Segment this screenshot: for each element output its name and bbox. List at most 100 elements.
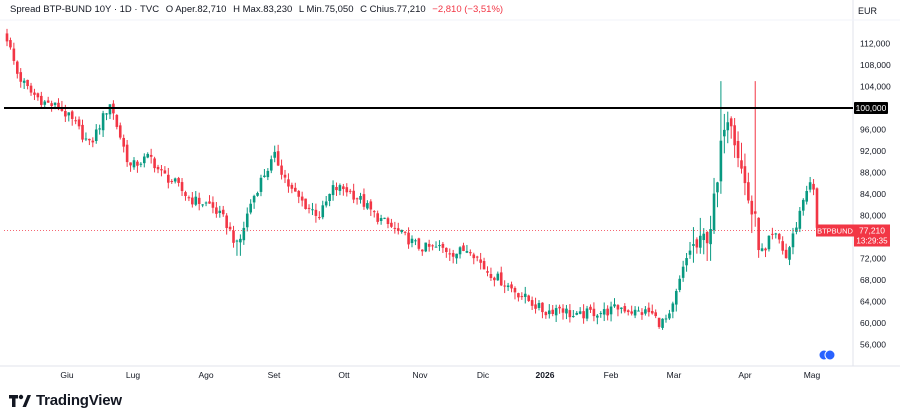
candle-body bbox=[609, 306, 613, 315]
candle-body bbox=[530, 300, 534, 306]
candle-body bbox=[22, 80, 26, 83]
candle-body bbox=[287, 179, 290, 187]
candle-body bbox=[674, 290, 678, 305]
candle-body bbox=[534, 304, 537, 309]
candle-body bbox=[67, 112, 71, 116]
candle-body bbox=[585, 308, 589, 319]
candle-body bbox=[764, 248, 767, 251]
candle-body bbox=[180, 182, 184, 192]
candle-body bbox=[118, 125, 122, 138]
candle-body bbox=[19, 72, 23, 82]
candle-body bbox=[29, 85, 33, 93]
y-tick-label: 92,000 bbox=[860, 146, 886, 156]
candle-body bbox=[578, 311, 582, 314]
candle-body bbox=[719, 140, 723, 182]
candle-body bbox=[455, 253, 458, 259]
candle-body bbox=[304, 198, 307, 210]
y-tick-label: 60,000 bbox=[860, 318, 886, 328]
open-value: Aper.82,710 bbox=[175, 4, 227, 15]
candle-body bbox=[108, 104, 112, 115]
candle-body bbox=[211, 202, 215, 208]
candle-body bbox=[345, 187, 349, 193]
candle-body bbox=[184, 192, 187, 197]
candle-body bbox=[517, 293, 520, 298]
candle-body bbox=[379, 218, 383, 221]
low-value: Min.75,050 bbox=[306, 4, 354, 15]
x-tick-label: Ago bbox=[198, 370, 213, 380]
last-price-label: 77,210 bbox=[859, 225, 885, 235]
close-value: Chius.77,210 bbox=[369, 4, 426, 15]
candle-body bbox=[657, 317, 661, 327]
candle-body bbox=[496, 273, 500, 281]
candle-body bbox=[699, 235, 702, 248]
candle-body bbox=[733, 125, 736, 146]
tradingview-logo[interactable]: TradingView bbox=[9, 392, 122, 409]
candle-body bbox=[661, 318, 664, 328]
currency-label[interactable]: EUR bbox=[858, 6, 878, 16]
candle-body bbox=[314, 209, 318, 216]
candle-body bbox=[572, 316, 575, 318]
candle-body bbox=[359, 195, 362, 200]
candle-body bbox=[705, 232, 709, 244]
y-tick-label: 108,000 bbox=[860, 60, 891, 70]
candle-body bbox=[77, 119, 81, 127]
candle-body bbox=[685, 258, 688, 266]
candle-body bbox=[239, 238, 242, 243]
candle-body bbox=[626, 310, 630, 313]
candle-body bbox=[98, 128, 101, 130]
candle-body bbox=[362, 194, 366, 207]
y-tick-label: 68,000 bbox=[860, 275, 886, 285]
candle-body bbox=[424, 242, 428, 252]
x-tick-label: Dic bbox=[477, 370, 490, 380]
candle-body bbox=[60, 107, 64, 111]
candle-body bbox=[194, 196, 198, 205]
candle-body bbox=[218, 210, 222, 213]
candle-body bbox=[736, 140, 740, 159]
event-marker-icon[interactable] bbox=[824, 349, 836, 361]
open-label: O bbox=[165, 4, 174, 15]
candle-body bbox=[431, 245, 434, 247]
brand-name: TradingView bbox=[36, 392, 122, 409]
candle-body bbox=[280, 165, 283, 175]
candle-body bbox=[139, 163, 143, 165]
candle-body bbox=[156, 166, 160, 170]
candle-body bbox=[208, 201, 211, 204]
candle-body bbox=[801, 199, 805, 211]
candle-body bbox=[160, 169, 163, 171]
y-tick-label: 64,000 bbox=[860, 297, 886, 307]
candle-body bbox=[290, 184, 294, 189]
candle-body bbox=[475, 256, 479, 258]
candle-body bbox=[544, 312, 548, 316]
candle-body bbox=[328, 193, 331, 202]
candle-body bbox=[547, 310, 551, 315]
candle-body bbox=[376, 213, 379, 222]
x-tick-label: Nov bbox=[412, 370, 428, 380]
candle-body bbox=[273, 151, 277, 158]
candle-body bbox=[523, 293, 527, 297]
candle-body bbox=[311, 209, 314, 211]
candle-body bbox=[33, 92, 36, 95]
candle-body bbox=[781, 241, 784, 251]
candle-body bbox=[396, 228, 400, 231]
candle-body bbox=[513, 287, 517, 293]
candle-body bbox=[760, 248, 764, 251]
candle-body bbox=[650, 311, 654, 314]
change-value: −2,810 (−3,51%) bbox=[432, 4, 504, 15]
candle-body bbox=[15, 61, 19, 74]
candle-body bbox=[417, 238, 421, 249]
candle-body bbox=[445, 247, 448, 253]
candle-body bbox=[191, 197, 194, 205]
candle-body bbox=[187, 197, 191, 199]
candle-body bbox=[348, 190, 352, 192]
candle-body bbox=[486, 271, 489, 273]
candle-body bbox=[441, 243, 445, 248]
candle-body bbox=[136, 161, 139, 166]
candle-body bbox=[355, 198, 359, 200]
candle-body bbox=[57, 102, 60, 110]
y-tick-label: 72,000 bbox=[860, 254, 886, 264]
x-tick-label: Ott bbox=[338, 370, 350, 380]
candle-body bbox=[668, 313, 671, 319]
x-tick-label: Mar bbox=[667, 370, 682, 380]
candle-body bbox=[393, 227, 397, 229]
